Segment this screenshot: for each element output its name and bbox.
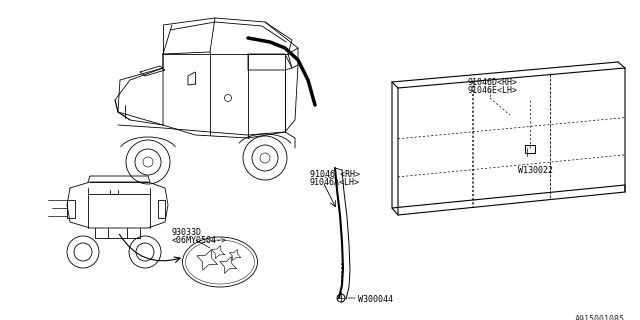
Text: 93033D: 93033D xyxy=(172,228,202,237)
Text: 91046E<LH>: 91046E<LH> xyxy=(468,86,518,95)
Text: W130022: W130022 xyxy=(518,166,553,175)
Text: A915001085: A915001085 xyxy=(575,315,625,320)
Text: 91046A<LH>: 91046A<LH> xyxy=(310,178,360,187)
Text: 91046D<RH>: 91046D<RH> xyxy=(468,78,518,87)
Text: 91046 <RH>: 91046 <RH> xyxy=(310,170,360,179)
Text: W300044: W300044 xyxy=(358,295,393,304)
Bar xyxy=(525,145,535,153)
Text: <06MY0504->: <06MY0504-> xyxy=(172,236,227,245)
